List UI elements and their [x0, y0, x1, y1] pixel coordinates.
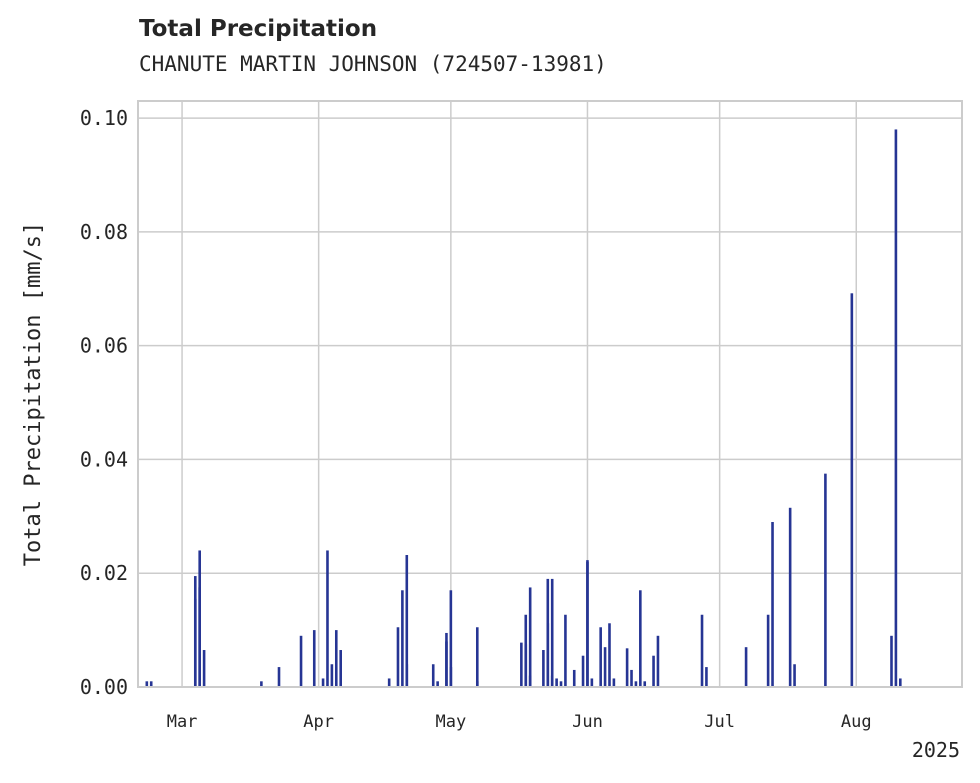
precipitation-bar	[603, 647, 607, 687]
precipitation-bar	[824, 473, 827, 687]
precipitation-bar	[890, 635, 893, 687]
precipitation-bar	[401, 590, 404, 687]
precipitation-bar	[431, 664, 435, 687]
precipitation-bar	[475, 681, 479, 687]
precipitation-bar	[198, 587, 201, 687]
precipitation-bar	[550, 578, 554, 687]
x-axis: Mar Apr May Jun Jul Aug	[167, 712, 872, 732]
chart-title: Total Precipitation	[139, 16, 378, 42]
precipitation-bar	[705, 667, 708, 687]
precipitation-bar	[330, 664, 334, 687]
precipitation-bar	[449, 590, 453, 687]
x-axis-year-label: 2025	[912, 738, 960, 762]
y-tick-label: 0.04	[80, 447, 128, 471]
precipitation-bar	[559, 681, 563, 687]
precipitation-bar	[277, 667, 281, 687]
precipitation-bar	[528, 587, 532, 687]
y-axis: 0.00 0.02 0.04 0.06 0.08 0.10	[80, 106, 128, 699]
precipitation-bar	[546, 623, 550, 687]
plot-frame	[137, 100, 963, 688]
precipitation-bar	[788, 507, 792, 687]
precipitation-bar	[528, 675, 532, 687]
precipitation-bar	[899, 678, 902, 687]
precipitation-bar	[771, 522, 774, 687]
precipitation-bar	[581, 655, 585, 687]
precipitation-bar	[405, 555, 409, 687]
precipitation-bar	[339, 650, 342, 687]
precipitation-bar	[520, 642, 523, 687]
precipitation-bar	[643, 681, 647, 687]
precipitation-bar	[612, 678, 616, 687]
precipitation-bar	[145, 681, 149, 687]
precipitation-bar	[652, 655, 655, 687]
precipitation-bar	[387, 678, 391, 687]
precipitation-bar	[608, 623, 611, 687]
precipitation-bar	[590, 678, 594, 687]
precipitation-bar	[334, 630, 338, 687]
x-tick-label: Apr	[303, 712, 334, 732]
y-axis-label: Total Precipitation [mm/s]	[21, 222, 46, 566]
grid-lines	[138, 101, 962, 688]
precipitation-bar	[744, 647, 748, 687]
y-tick-label: 0.02	[80, 561, 128, 585]
precipitation-bar	[850, 293, 854, 687]
precipitation-bar	[586, 561, 589, 687]
x-tick-label: Jul	[704, 712, 735, 732]
precipitation-bar	[639, 590, 642, 687]
x-tick-label: Aug	[841, 712, 872, 732]
x-tick-label: Mar	[167, 712, 198, 732]
precipitation-bar	[260, 681, 263, 687]
x-tick-label: Jun	[572, 712, 603, 732]
precipitation-bar	[524, 644, 528, 687]
precipitation-bar	[475, 627, 479, 687]
precipitation-bar	[564, 614, 567, 687]
precipitation-bar	[700, 614, 704, 687]
precipitation-bar	[766, 614, 770, 687]
precipitation-bar	[202, 650, 206, 687]
precipitation-bar	[149, 681, 153, 687]
precipitation-bar	[634, 681, 638, 687]
x-tick-label: May	[435, 712, 466, 732]
precipitation-bar	[396, 627, 400, 687]
y-tick-label: 0.06	[80, 334, 128, 358]
precipitation-bar	[436, 681, 439, 687]
y-tick-label: 0.00	[80, 675, 128, 699]
precipitation-bar	[449, 667, 453, 687]
precipitation-bar	[630, 669, 633, 687]
precipitation-bar	[326, 550, 329, 687]
precipitation-bar	[550, 675, 554, 687]
chart-subtitle: CHANUTE MARTIN JOHNSON (724507-13981)	[139, 52, 607, 76]
precipitation-bars	[145, 129, 902, 688]
precipitation-bar	[542, 650, 545, 687]
precipitation-bar	[572, 669, 576, 687]
precipitation-bar	[599, 627, 602, 687]
precipitation-bar	[321, 678, 325, 687]
precipitation-bar	[656, 635, 660, 687]
precipitation-bar	[894, 129, 898, 688]
precipitation-bar	[555, 678, 558, 687]
y-tick-label: 0.08	[80, 220, 128, 244]
precipitation-bar	[193, 576, 197, 687]
precipitation-bar	[793, 664, 796, 687]
precipitation-bar	[445, 632, 448, 687]
precipitation-bar	[625, 648, 629, 687]
precipitation-bar	[299, 635, 303, 687]
y-tick-label: 0.10	[80, 106, 128, 130]
precipitation-bar	[312, 630, 316, 687]
precipitation-bar	[405, 664, 409, 687]
